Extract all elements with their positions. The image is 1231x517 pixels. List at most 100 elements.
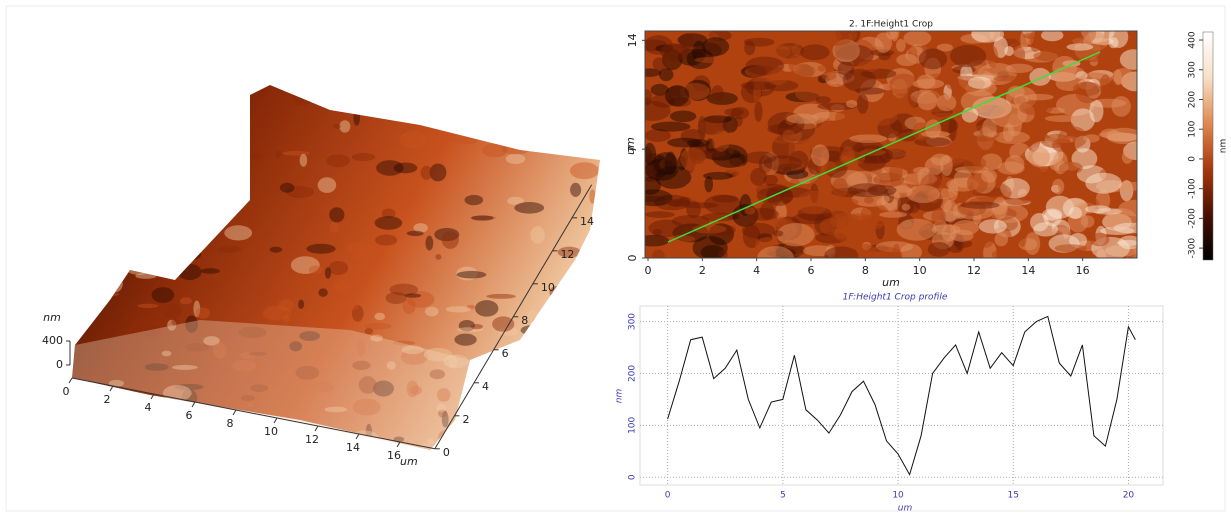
height-blob — [1119, 200, 1154, 217]
x-tick-label: 0 — [63, 385, 70, 398]
x-tick-label: 10 — [892, 491, 904, 501]
height-blob — [1085, 173, 1122, 194]
surface-bump — [180, 297, 192, 304]
y-tick-label: 100 — [628, 416, 638, 433]
surface-bump — [554, 351, 573, 358]
colorbar — [1203, 32, 1213, 260]
surface-bump — [530, 226, 545, 244]
height-blob — [994, 232, 1008, 246]
profile-curve — [668, 316, 1136, 474]
surface-bump — [606, 154, 612, 161]
surface-bump — [589, 105, 599, 110]
height-blob — [818, 65, 826, 71]
x-tick-label: 5 — [780, 491, 786, 501]
surface-bump — [175, 122, 189, 136]
y-tick-label: 12 — [560, 248, 574, 261]
height-blob — [867, 185, 896, 196]
height-blob — [1028, 169, 1055, 175]
height-blob — [840, 213, 875, 233]
colorbar-tick-label: 400 — [1188, 31, 1198, 48]
surface-bump — [339, 120, 350, 132]
height-blob — [988, 46, 999, 68]
surface-bump — [337, 300, 358, 311]
height-blob — [1083, 134, 1099, 142]
x-axis-label: um — [400, 455, 418, 468]
surface-bump — [604, 149, 616, 165]
height-blob — [937, 94, 957, 111]
surface-bump — [470, 77, 496, 94]
height-blob — [1113, 223, 1148, 234]
height-blob — [1028, 147, 1050, 168]
height-blob — [846, 100, 857, 108]
height-blob — [843, 69, 877, 92]
height-blob — [903, 30, 931, 46]
x-axis-label: um — [882, 276, 900, 289]
surface-bump — [533, 372, 556, 389]
surface-bump — [494, 375, 517, 387]
plot-frame — [640, 306, 1163, 485]
height-blob — [792, 64, 813, 81]
surface-bump — [79, 242, 99, 255]
surface-bump — [601, 450, 622, 466]
height-blob — [651, 122, 691, 132]
surface-bump — [270, 247, 283, 253]
height-blob — [744, 38, 775, 47]
height-blob — [661, 44, 694, 52]
height-blob — [921, 131, 951, 137]
x-tick-label: 6 — [186, 409, 193, 422]
surface-bump — [334, 280, 350, 293]
surface-bump — [542, 384, 571, 398]
surface-bump — [539, 120, 565, 125]
surface-bump — [168, 87, 178, 98]
height-blob — [742, 223, 775, 239]
surface-bump — [318, 177, 337, 193]
surface-bump — [532, 354, 546, 368]
height-blob — [635, 101, 671, 121]
surface-bump — [425, 307, 439, 317]
x-tick-label: 15 — [1008, 491, 1019, 501]
surface-bump — [309, 266, 323, 274]
surface-bump — [51, 187, 75, 199]
y-tick-label: 4 — [482, 380, 489, 393]
chart-title: 2. 1F:Height1 Crop — [849, 20, 933, 30]
height-blob — [766, 69, 788, 85]
x-tick-label: 16 — [387, 449, 401, 462]
surface-bump — [557, 137, 568, 154]
surface-bump — [132, 108, 141, 113]
surface-bump — [97, 191, 112, 199]
surface-bump — [475, 300, 498, 317]
surface-bump — [551, 121, 563, 136]
surface-bump — [138, 96, 155, 105]
surface-bump — [87, 221, 94, 238]
afm-view: 0246810121416um024681012140400nm2. 1F:He… — [0, 0, 1231, 517]
height-blob — [994, 75, 1020, 81]
surface-bump — [131, 106, 161, 113]
surface-bump — [557, 367, 575, 379]
colorbar-tick-label: 300 — [1188, 61, 1198, 78]
surface-bump — [202, 197, 217, 209]
x-tick-label: 14 — [1021, 264, 1035, 277]
x-tick-label: 2 — [104, 393, 111, 406]
surface-bump — [486, 294, 516, 299]
surface-bump — [110, 422, 128, 438]
surface-bump — [137, 304, 158, 308]
surface-bump — [88, 272, 97, 279]
surface-bump — [150, 442, 177, 454]
height-blob — [816, 96, 831, 103]
height-blob — [849, 134, 887, 143]
x-tick-label: 12 — [967, 264, 981, 277]
surface-bump — [171, 112, 187, 127]
x-tick-label: 16 — [1076, 264, 1090, 277]
height-blob — [919, 48, 947, 69]
y-tick-label: 200 — [628, 365, 638, 382]
surface-bump — [126, 261, 153, 275]
height-blob — [875, 32, 892, 53]
height-blob — [1075, 82, 1099, 104]
chart-title: 1F:Height1 Crop profile — [843, 293, 948, 303]
surface-bump — [506, 154, 525, 164]
y-axis-label: um — [624, 137, 637, 155]
surface-bump — [333, 124, 341, 129]
height-blob — [928, 242, 950, 257]
x-axis-label: um — [898, 504, 913, 514]
height-blob — [684, 183, 693, 194]
